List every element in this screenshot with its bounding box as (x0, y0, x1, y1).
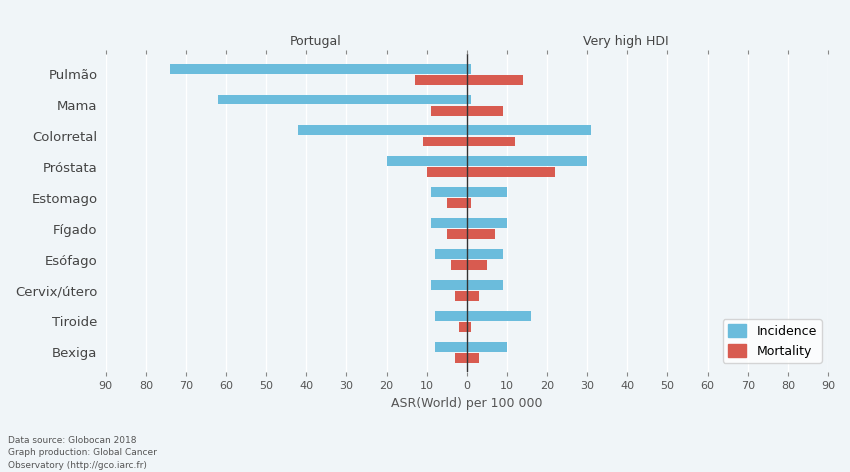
Bar (467, 75, 523, 84)
Bar (170, 64, 467, 74)
Bar (467, 106, 503, 116)
Text: Data source: Globocan 2018
Graph production: Global Cancer
Observatory (http://g: Data source: Globocan 2018 Graph product… (8, 436, 157, 470)
Bar (434, 342, 467, 352)
Bar (455, 353, 467, 362)
Text: Portugal: Portugal (289, 35, 341, 48)
Bar (467, 260, 487, 270)
Bar (447, 198, 467, 208)
Bar (467, 64, 471, 74)
Bar (467, 187, 507, 197)
Bar (387, 156, 467, 166)
Bar (434, 311, 467, 320)
Bar (431, 280, 467, 290)
Bar (467, 249, 503, 259)
Bar (431, 106, 467, 116)
Bar (450, 260, 467, 270)
Bar (467, 353, 479, 362)
Text: Very high HDI: Very high HDI (583, 35, 669, 48)
Bar (467, 136, 515, 146)
Bar (218, 94, 467, 104)
Bar (422, 136, 467, 146)
Bar (467, 322, 471, 332)
Bar (431, 218, 467, 228)
Bar (447, 229, 467, 239)
X-axis label: ASR(World) per 100 000: ASR(World) per 100 000 (391, 397, 542, 410)
Bar (467, 218, 507, 228)
Bar (467, 198, 471, 208)
Bar (298, 126, 467, 135)
Bar (455, 291, 467, 301)
Bar (467, 342, 507, 352)
Bar (467, 311, 531, 320)
Bar (467, 94, 471, 104)
Bar (459, 322, 467, 332)
Legend: Incidence, Mortality: Incidence, Mortality (722, 319, 822, 363)
Bar (467, 126, 592, 135)
Bar (467, 229, 495, 239)
Bar (415, 75, 467, 84)
Bar (434, 249, 467, 259)
Bar (467, 156, 587, 166)
Bar (431, 187, 467, 197)
Bar (467, 280, 503, 290)
Bar (427, 168, 467, 177)
Bar (467, 291, 479, 301)
Bar (467, 168, 555, 177)
